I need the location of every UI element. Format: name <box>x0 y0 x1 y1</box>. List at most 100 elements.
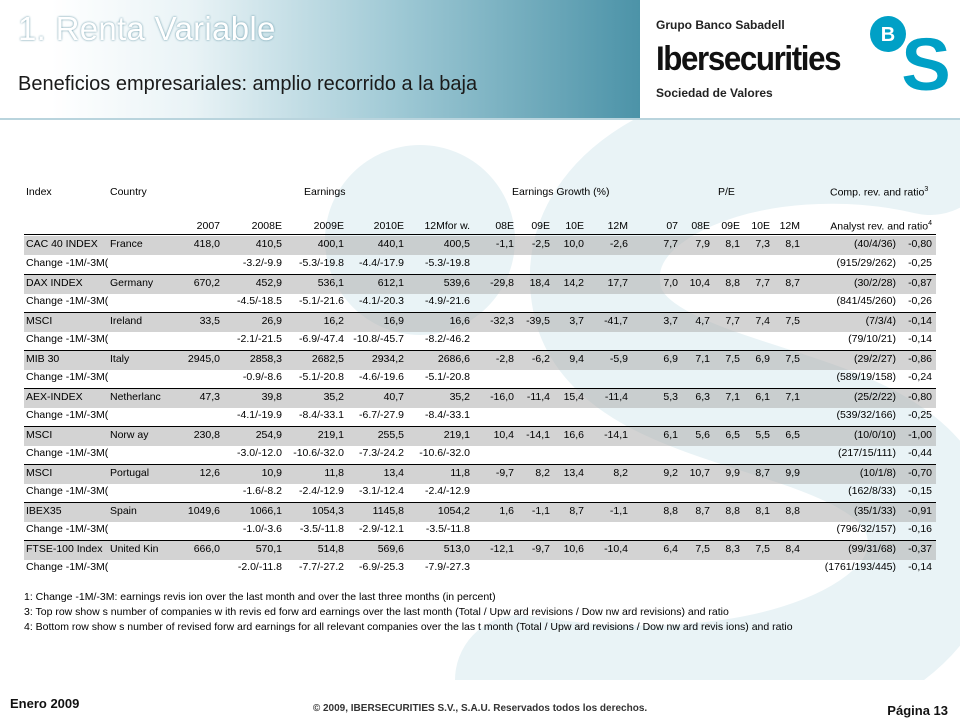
footnote-3: 3: Top row show s number of companies w … <box>24 606 729 618</box>
cell-p10: 6,9 <box>755 353 770 365</box>
cell-e12m: -8.2/-46.2 <box>425 333 470 345</box>
cell-ratio: -0,14 <box>908 561 932 573</box>
cell-e07: 670,2 <box>193 277 220 289</box>
cell-rev: (539/32/166) <box>836 409 896 421</box>
cell-e10: 612,1 <box>377 277 404 289</box>
cell-index: Change -1M/-3M(%) ¹ <box>26 485 108 497</box>
cell-country: Portugal <box>110 467 150 479</box>
cell-index: MSCI <box>26 315 53 327</box>
col-header-g08e: 08E <box>495 220 514 232</box>
cell-e09: 35,2 <box>323 391 344 403</box>
cell-e09: -5.1/-20.8 <box>299 371 344 383</box>
col-header-p10e: 10E <box>751 220 770 232</box>
cell-index: MIB 30 <box>26 353 60 365</box>
cell-country: Italy <box>110 353 130 365</box>
cell-g10: 14,2 <box>563 277 584 289</box>
cell-country: Netherlanc <box>110 391 161 403</box>
table-row-change: Change -1M/-3M(%) ¹ -1.6/-8.2 -2.4/-12.9 -3… <box>24 483 936 502</box>
cell-e07: 230,8 <box>193 429 220 441</box>
cell-p07: 9,2 <box>663 467 678 479</box>
cell-index: CAC 40 INDEX <box>26 238 98 250</box>
cell-e08: -1.0/-3.6 <box>242 523 282 535</box>
cell-ratio: -0,70 <box>908 467 932 479</box>
cell-e10: -6.7/-27.9 <box>359 409 404 421</box>
cell-e09: 536,1 <box>317 277 344 289</box>
cell-e08: 410,5 <box>255 238 282 250</box>
cell-p12: 7,1 <box>785 391 800 403</box>
logo-letter-s: S <box>901 23 950 94</box>
cell-e12m: -4.9/-21.6 <box>425 295 470 307</box>
cell-e08: -1.6/-8.2 <box>242 485 282 497</box>
cell-e12m: -10.6/-32.0 <box>419 447 470 459</box>
cell-e09: 2682,5 <box>311 353 344 365</box>
cell-e08: 26,9 <box>261 315 282 327</box>
cell-index: MSCI <box>26 467 53 479</box>
cell-ratio: -1,00 <box>908 429 932 441</box>
cell-e12m: 539,6 <box>443 277 470 289</box>
cell-g12: -14,1 <box>604 429 628 441</box>
footer-copyright: © 2009, IBERSECURITIES S.V., S.A.U. Rese… <box>312 703 648 714</box>
cell-p07: 7,0 <box>663 277 678 289</box>
cell-p08: 6,3 <box>695 391 710 403</box>
col-header-2007: 2007 <box>196 220 220 232</box>
cell-rev: (796/32/157) <box>836 523 896 535</box>
cell-e10: -4.4/-17.9 <box>359 257 404 269</box>
cell-g12: 17,7 <box>607 277 628 289</box>
cell-g08: -9,7 <box>495 467 514 479</box>
cell-rev: (1761/193/445) <box>824 561 896 573</box>
footnotes: 1: Change -1M/-3M: earnings revis ion ov… <box>24 590 793 635</box>
col-header-g10e: 10E <box>565 220 584 232</box>
cell-e08: -3.2/-9.9 <box>242 257 282 269</box>
cell-e12m: -2.4/-12.9 <box>425 485 470 497</box>
cell-country: Norw ay <box>110 429 149 441</box>
cell-e10: -3.1/-12.4 <box>359 485 404 497</box>
cell-g09: -6,2 <box>531 353 550 365</box>
cell-rev: (79/10/21) <box>848 333 896 345</box>
cell-e07: 418,0 <box>193 238 220 250</box>
table-row-index: AEX-INDEX Netherlanc 47,3 39,8 35,2 40,7 35,2 -… <box>24 388 936 408</box>
cell-e07: 666,0 <box>193 543 220 555</box>
cell-g09: -14,1 <box>526 429 550 441</box>
cell-g12: -11,4 <box>604 391 628 403</box>
cell-rev: (99/31/68) <box>848 543 896 555</box>
cell-country: France <box>110 238 143 250</box>
cell-e07: 12,6 <box>199 467 220 479</box>
cell-g10: 10,0 <box>563 238 584 250</box>
cell-g10: 10,6 <box>563 543 584 555</box>
cell-ratio: -0,86 <box>908 353 932 365</box>
cell-e09: -10.6/-32.0 <box>293 447 344 459</box>
cell-p09: 8,1 <box>725 238 740 250</box>
cell-rev: (10/0/10) <box>853 429 896 441</box>
cell-e07: 47,3 <box>199 391 220 403</box>
col-header-p08e: 08E <box>691 220 710 232</box>
table-row-change: Change -1M/-3M(%) ¹ -2.0/-11.8 -7.7/-27.2 -… <box>24 559 936 578</box>
cell-e09: 16,2 <box>323 315 344 327</box>
cell-index: Change -1M/-3M(%) ¹ <box>26 333 108 345</box>
cell-e10: 16,9 <box>383 315 404 327</box>
cell-e09: -6.9/-47.4 <box>299 333 344 345</box>
cell-p10: 6,1 <box>755 391 770 403</box>
cell-e07: 1049,6 <box>187 505 220 517</box>
header-gradient-band <box>0 0 640 118</box>
cell-rev: (915/29/262) <box>836 257 896 269</box>
cell-rev: (35/1/33) <box>853 505 896 517</box>
cell-g09: -11,4 <box>526 391 550 403</box>
slide-footer: Enero 2009 © 2009, IBERSECURITIES S.V., … <box>0 680 960 720</box>
cell-index: AEX-INDEX <box>26 391 83 403</box>
cell-e10: 13,4 <box>383 467 404 479</box>
cell-rev: (589/19/158) <box>836 371 896 383</box>
col-header-2010e: 2010E <box>373 220 404 232</box>
cell-index: Change -1M/-3M(%) ¹ <box>26 561 108 573</box>
cell-e09: -5.3/-19.8 <box>299 257 344 269</box>
cell-p12: 8,7 <box>785 277 800 289</box>
cell-e08: -4.5/-18.5 <box>237 295 282 307</box>
cell-ratio: -0,25 <box>908 257 932 269</box>
cell-country: Ireland <box>110 315 143 327</box>
cell-p08: 7,5 <box>695 543 710 555</box>
cell-ratio: -0,87 <box>908 277 932 289</box>
cell-g12: 8,2 <box>613 467 628 479</box>
cell-g09: -39,5 <box>526 315 550 327</box>
cell-p07: 6,1 <box>663 429 678 441</box>
cell-e12m: 400,5 <box>443 238 470 250</box>
cell-p12: 9,9 <box>785 467 800 479</box>
